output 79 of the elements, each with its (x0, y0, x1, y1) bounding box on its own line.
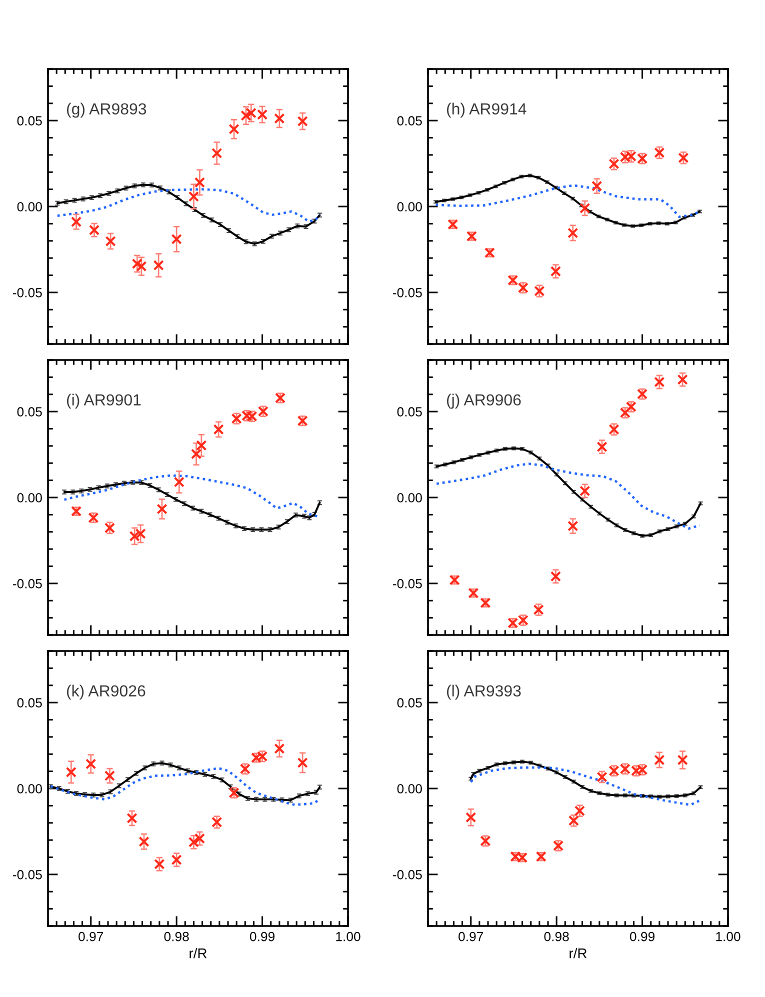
x-tick-label: 1.00 (336, 932, 360, 942)
y-tick-label: -0.05 (392, 579, 422, 588)
point (677, 754, 688, 766)
line-series (56, 188, 321, 223)
y-tick-label: 0.00 (17, 202, 42, 212)
text: (g) AR9893 (66, 102, 146, 118)
y-tick-label: 0.05 (17, 698, 42, 708)
point (580, 202, 590, 214)
line-series (470, 766, 702, 806)
point (104, 522, 116, 534)
point (70, 216, 82, 228)
point (153, 260, 164, 271)
point (174, 476, 184, 488)
point (550, 571, 562, 582)
point (66, 766, 76, 778)
x-tick-label: 0.99 (250, 932, 274, 942)
point (196, 440, 207, 451)
point (568, 520, 578, 532)
point (105, 236, 116, 247)
point (171, 854, 182, 866)
x-tick-label: 0.97 (78, 932, 104, 942)
x-axis-title: r/R (570, 948, 587, 958)
line-series (63, 481, 321, 531)
point (86, 758, 96, 770)
x-axis-title: r/R (190, 948, 207, 958)
y-tick-label: 0.00 (397, 202, 422, 212)
y-tick-label: 0.05 (397, 407, 422, 416)
text: (h) AR9914 (446, 102, 526, 118)
point (138, 836, 150, 847)
point (297, 757, 308, 768)
x-tick-label: 0.98 (544, 932, 569, 942)
y-tick-label: 0.00 (397, 493, 422, 502)
x-tick-label: 0.99 (630, 932, 654, 942)
point (677, 374, 688, 385)
point (190, 448, 202, 460)
point (568, 228, 578, 238)
point (274, 113, 285, 124)
text: (j) AR9906 (446, 394, 521, 409)
text: (i) AR9901 (66, 394, 141, 409)
line-series (49, 767, 321, 806)
y-tick-label: -0.05 (12, 288, 42, 298)
point (592, 180, 602, 192)
point (171, 234, 182, 244)
y-tick-label: -0.05 (392, 870, 422, 880)
line-series (434, 174, 701, 228)
x-tick-label: 0.97 (458, 932, 484, 942)
x-tick-label: 1.00 (716, 932, 740, 942)
point (156, 504, 168, 514)
text: (k) AR9026 (66, 684, 146, 700)
y-tick-label: 0.05 (397, 698, 422, 708)
y-tick-label: 0.05 (397, 116, 422, 126)
y-tick-label: 0.05 (17, 407, 42, 416)
line-series (63, 474, 318, 518)
y-tick-label: 0.05 (17, 116, 42, 126)
point (212, 148, 222, 159)
point (213, 424, 224, 435)
point (228, 124, 240, 134)
point (154, 858, 165, 870)
text: (l) AR9393 (446, 684, 521, 700)
point (240, 110, 252, 121)
y-tick-label: -0.05 (12, 870, 42, 880)
line-series (434, 184, 701, 218)
line-series (470, 760, 702, 798)
point (188, 191, 200, 202)
y-tick-label: 0.00 (397, 784, 422, 794)
x-tick-label: 0.98 (164, 932, 189, 942)
point (297, 116, 308, 127)
point (104, 770, 116, 782)
point (654, 754, 665, 766)
y-tick-label: 0.00 (17, 784, 42, 794)
line-series (435, 462, 701, 530)
y-tick-label: -0.05 (12, 579, 42, 588)
point (194, 177, 206, 188)
y-tick-label: -0.05 (392, 288, 422, 298)
y-tick-label: 0.00 (17, 493, 42, 502)
point (126, 812, 138, 824)
line-series (436, 447, 702, 537)
point (466, 812, 476, 823)
point (274, 743, 285, 754)
